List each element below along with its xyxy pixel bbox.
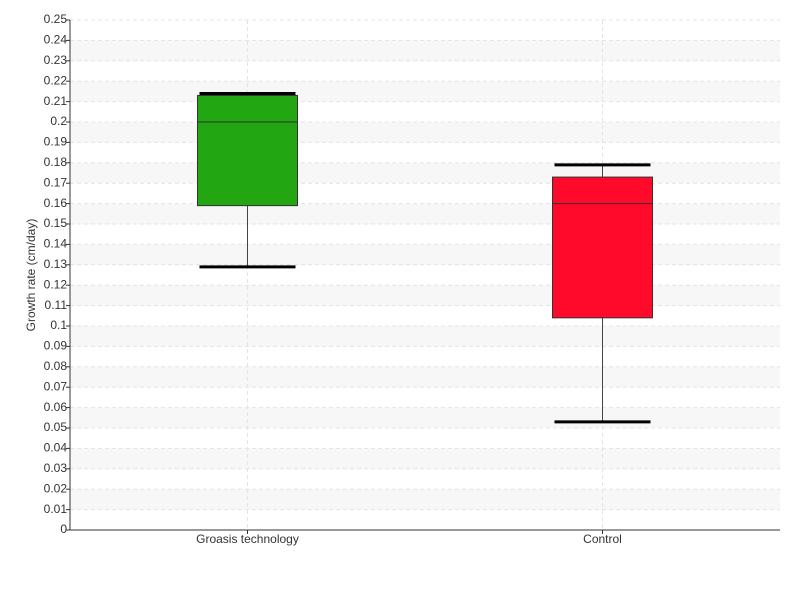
y-tick-label: 0 [60, 522, 67, 536]
grid-band [70, 81, 780, 102]
x-tick-label: Control [583, 532, 622, 546]
y-tick-label: 0.23 [44, 53, 68, 67]
y-tick-label: 0.2 [50, 114, 67, 128]
y-tick-label: 0.25 [44, 12, 68, 26]
y-tick-label: 0.08 [44, 359, 68, 373]
y-tick-label: 0.21 [44, 94, 68, 108]
y-tick-label: 0.12 [44, 277, 68, 291]
y-axis-label: Growth rate (cm/day) [24, 219, 38, 332]
y-tick-label: 0.22 [44, 73, 68, 87]
grid-band [70, 40, 780, 61]
y-tick-label: 0.03 [44, 461, 68, 475]
y-tick-label: 0.05 [44, 420, 68, 434]
grid-band [70, 122, 780, 143]
box [197, 94, 298, 207]
y-tick-label: 0.11 [45, 298, 68, 312]
grid-band [70, 366, 780, 388]
y-tick-label: 0.06 [44, 400, 68, 414]
y-tick-label: 0.1 [50, 318, 67, 332]
y-tick-label: 0.09 [44, 339, 68, 353]
y-tick-label: 0.01 [44, 502, 68, 516]
y-tick-label: 0.15 [44, 216, 68, 230]
y-tick-label: 0.19 [44, 135, 68, 149]
x-tick-label: Groasis technology [196, 532, 299, 546]
y-tick-label: 0.04 [44, 441, 68, 455]
y-tick-label: 0.14 [44, 237, 68, 251]
y-tick-label: 0.07 [44, 379, 68, 393]
grid-band [70, 162, 780, 184]
y-tick-label: 0.13 [44, 257, 68, 271]
grid-band [70, 489, 780, 510]
grid-band [70, 407, 780, 428]
grid-band [70, 326, 780, 347]
grid-band [70, 244, 780, 265]
grid-band [70, 448, 780, 469]
y-tick-label: 0.24 [44, 33, 68, 47]
box [552, 176, 653, 319]
y-tick-label: 0.17 [44, 175, 68, 189]
y-tick-label: 0.18 [44, 155, 68, 169]
grid-band [70, 203, 780, 224]
grid-band [70, 285, 780, 306]
y-tick-label: 0.02 [44, 481, 68, 495]
y-tick-label: 0.16 [44, 196, 68, 210]
